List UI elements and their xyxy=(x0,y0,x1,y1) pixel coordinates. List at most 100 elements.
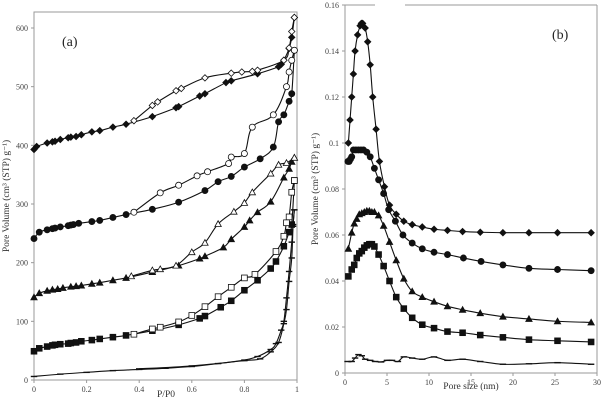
series-dash-desorption xyxy=(136,209,298,370)
triangle-marker xyxy=(287,157,296,165)
x-tick-label: 0.4 xyxy=(134,385,144,394)
diamond-marker xyxy=(201,89,209,98)
diamond-marker xyxy=(32,142,41,151)
panel-b-x-axis-title: Pore size (nm) xyxy=(443,381,498,392)
square-marker xyxy=(554,337,561,345)
square-marker xyxy=(88,336,96,344)
square-marker xyxy=(280,242,288,250)
panel-b-series-group xyxy=(344,19,595,365)
square-marker xyxy=(476,331,484,339)
square-marker xyxy=(350,261,358,269)
diamond-marker xyxy=(285,44,293,52)
square-marker xyxy=(400,305,408,312)
circle-marker xyxy=(193,172,201,180)
panel-b-y-axis-title: Pore Volume (cm³ (STP) g⁻¹) xyxy=(310,133,321,245)
panel-a-plot-frame xyxy=(33,11,298,381)
square-marker xyxy=(241,274,248,282)
circle-marker xyxy=(430,248,438,256)
diamond-marker xyxy=(148,112,157,121)
diamond-marker xyxy=(499,228,507,237)
square-marker xyxy=(251,271,259,278)
square-marker xyxy=(345,273,352,280)
series-triangle xyxy=(344,206,595,326)
triangle-marker xyxy=(499,312,507,320)
circle-marker xyxy=(280,111,288,119)
x-tick-label: 0 xyxy=(343,378,347,387)
diamond-marker xyxy=(587,228,595,237)
x-tick-label: 0.2 xyxy=(82,385,92,394)
triangle-marker xyxy=(195,254,204,262)
diamond-marker xyxy=(375,157,384,166)
triangle-marker xyxy=(350,219,359,227)
diamond-marker xyxy=(380,182,389,191)
square-marker xyxy=(285,213,293,221)
panel-a-label: (a) xyxy=(62,35,78,50)
square-marker xyxy=(291,177,298,184)
square-marker xyxy=(272,248,280,255)
series-dash xyxy=(344,353,595,365)
triangle-marker xyxy=(274,160,283,168)
triangle-marker xyxy=(87,279,96,287)
circle-marker xyxy=(109,214,117,221)
circle-marker xyxy=(363,148,371,156)
square-marker xyxy=(188,312,196,319)
diamond-marker xyxy=(222,78,230,87)
diamond-marker xyxy=(122,120,130,128)
series-line xyxy=(347,22,592,234)
triangle-marker xyxy=(172,261,180,269)
circle-marker xyxy=(288,90,296,98)
x-tick-label: 20 xyxy=(509,378,517,387)
diamond-marker xyxy=(51,137,59,145)
triangle-marker xyxy=(156,265,165,273)
triangle-marker xyxy=(279,173,288,181)
square-marker xyxy=(408,314,416,322)
y-tick-label: 0.04 xyxy=(325,277,339,286)
triangle-marker xyxy=(53,285,62,293)
circle-marker xyxy=(477,258,485,265)
triangle-marker xyxy=(43,286,52,294)
square-marker xyxy=(227,297,235,305)
diamond-marker xyxy=(351,47,359,55)
diamond-marker xyxy=(195,92,204,100)
triangle-marker xyxy=(214,219,222,227)
square-marker xyxy=(267,265,274,272)
diamond-marker xyxy=(227,69,236,77)
triangle-marker xyxy=(290,153,299,161)
series-diamond xyxy=(344,19,595,237)
x-tick-label: 1 xyxy=(295,385,299,394)
square-marker xyxy=(392,293,400,301)
diamond-marker xyxy=(372,125,380,133)
diamond-marker xyxy=(290,13,299,22)
y-tick-label: 400 xyxy=(16,141,28,150)
triangle-marker xyxy=(95,278,104,286)
triangle-marker xyxy=(525,314,533,322)
triangle-marker xyxy=(240,222,249,230)
panel-a-y-axis-title: Pore Volume (cm³ (STP) g⁻¹) xyxy=(1,140,12,252)
diamond-marker xyxy=(201,74,209,82)
square-marker xyxy=(35,345,43,352)
panel-a-y-axis: 0 100 200 300 400 500 600 xyxy=(16,24,34,385)
triangle-marker xyxy=(66,282,75,290)
diamond-marker xyxy=(174,102,183,111)
triangle-marker xyxy=(399,274,408,282)
triangle-marker xyxy=(374,211,383,219)
triangle-marker xyxy=(430,297,438,305)
triangle-marker xyxy=(344,244,353,252)
circle-marker xyxy=(56,223,64,231)
diamond-marker xyxy=(77,131,86,139)
square-marker xyxy=(288,188,296,196)
series-diamond-desorption xyxy=(130,13,299,125)
square-marker xyxy=(122,332,130,339)
diamond-marker xyxy=(109,123,117,131)
triangle-marker xyxy=(347,228,356,236)
diamond-marker xyxy=(363,38,372,46)
circle-marker xyxy=(30,235,38,243)
square-marker xyxy=(375,251,382,258)
diamond-marker xyxy=(366,61,374,69)
triangle-marker xyxy=(30,293,38,301)
triangle-marker xyxy=(187,248,196,256)
circle-marker xyxy=(227,172,235,180)
diamond-marker xyxy=(72,132,80,141)
series-line xyxy=(347,243,592,343)
circle-marker xyxy=(375,176,383,184)
